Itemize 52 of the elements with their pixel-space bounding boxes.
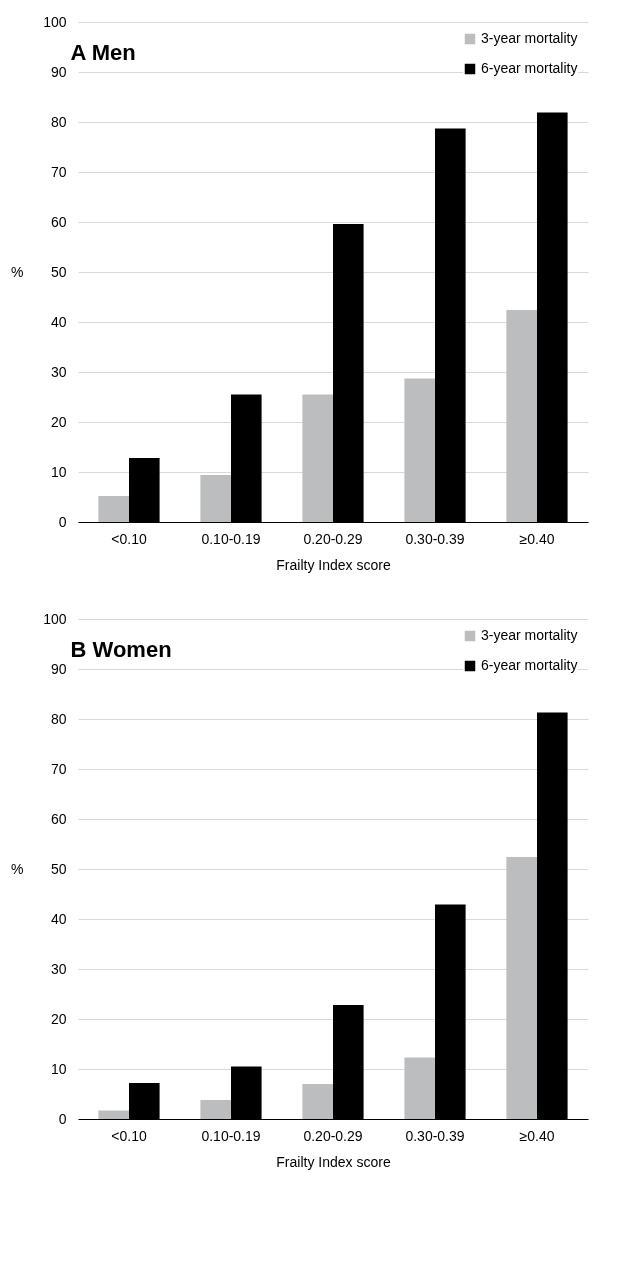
y-tick-label: 60: [50, 810, 67, 827]
y-tick-label: 30: [50, 363, 67, 380]
legend-label: 6-year mortality: [481, 657, 578, 673]
y-axis-title: %: [11, 860, 24, 877]
y-tick-label: 90: [50, 660, 67, 677]
y-tick-label: 100: [43, 610, 67, 627]
bar: [404, 1057, 435, 1119]
legend-label: 3-year mortality: [481, 30, 578, 46]
x-tick-label: 0.20-0.29: [303, 530, 363, 547]
y-tick-label: 70: [50, 760, 67, 777]
bar: [98, 496, 129, 522]
x-tick-label: ≥0.40: [519, 1127, 555, 1144]
y-tick-label: 50: [50, 860, 67, 877]
y-tick-label: 60: [50, 213, 67, 230]
y-tick-label: 80: [50, 710, 67, 727]
y-tick-label: 70: [50, 163, 67, 180]
bar: [98, 1110, 129, 1119]
x-tick-label: ≥0.40: [519, 530, 555, 547]
y-tick-label: 100: [43, 13, 67, 30]
bar: [404, 378, 435, 522]
y-tick-label: 90: [50, 63, 67, 80]
y-tick-label: 80: [50, 113, 67, 130]
legend-label: 6-year mortality: [481, 60, 578, 76]
bar: [506, 310, 537, 522]
x-tick-label: 0.30-0.39: [405, 1127, 465, 1144]
y-tick-label: 30: [50, 960, 67, 977]
text: B Women: [70, 637, 172, 662]
y-tick-label: 20: [50, 413, 67, 430]
x-tick-label: 0.30-0.39: [405, 530, 465, 547]
x-tick-label: 0.20-0.29: [303, 1127, 363, 1144]
y-tick-label: 0: [58, 1110, 67, 1127]
bar: [200, 475, 231, 522]
x-tick-label: 0.10-0.19: [201, 530, 261, 547]
x-axis-title: Frailty Index score: [276, 556, 391, 573]
x-tick-label: 0.10-0.19: [201, 1127, 261, 1144]
y-tick-label: 50: [50, 263, 67, 280]
text: A Men: [70, 40, 136, 65]
y-tick-label: 10: [50, 1060, 67, 1077]
bar: [506, 857, 537, 1119]
y-tick-label: 20: [50, 1010, 67, 1027]
y-tick-label: 40: [50, 313, 67, 330]
bar: [302, 1084, 333, 1119]
bar: [302, 394, 333, 522]
y-tick-label: 0: [58, 513, 67, 530]
x-tick-label: <0.10: [111, 530, 147, 547]
y-tick-label: 40: [50, 910, 67, 927]
y-tick-label: 10: [50, 463, 67, 480]
y-axis-title: %: [11, 263, 24, 280]
legend-label: 3-year mortality: [481, 627, 578, 643]
x-tick-label: <0.10: [111, 1127, 147, 1144]
bar: [200, 1100, 231, 1119]
x-axis-title: Frailty Index score: [276, 1153, 391, 1170]
